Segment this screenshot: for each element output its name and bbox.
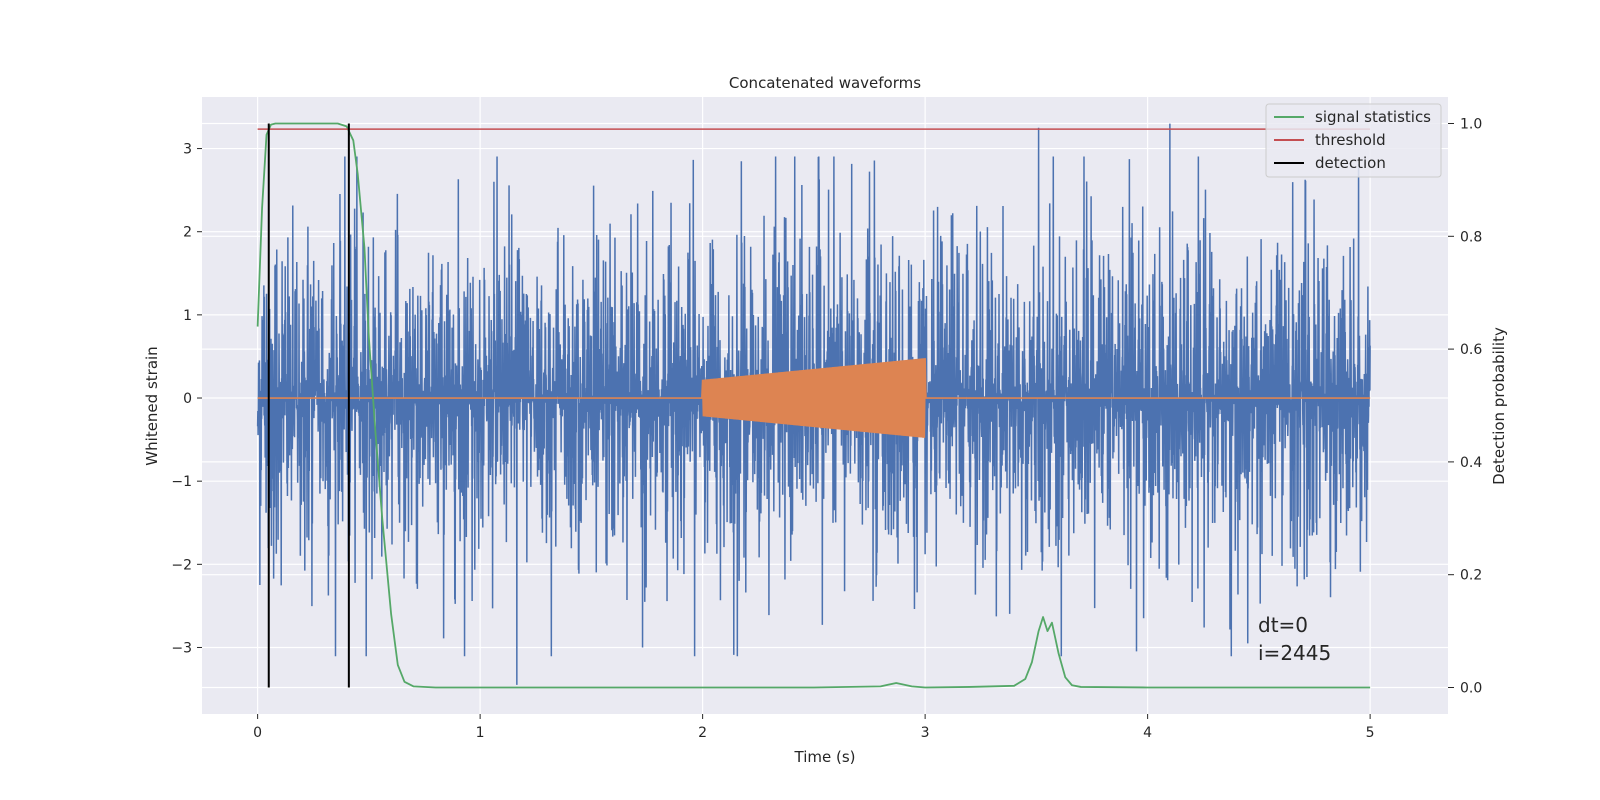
x-axis-label: Time (s) [794,748,856,766]
y-tick-label: −3 [171,640,192,656]
y-tick-label: 3 [183,142,192,158]
y2-tick-label: 0.0 [1460,680,1482,696]
legend-label-threshold: threshold [1315,131,1386,149]
ticks: 0 1 2 3 4 5 −3 −2 −1 0 1 2 3 0.0 0.2 0.4 0.6 0.8 1.0 [171,117,1482,741]
annotation-line-1: dt=0 [1258,613,1308,637]
x-tick-label: 5 [1366,725,1375,741]
y2-tick-label: 0.2 [1460,568,1482,584]
x-tick-label: 1 [476,725,485,741]
signal-statistics-line [256,122,1371,689]
x-tick-label: 0 [253,725,262,741]
template-line [257,358,1371,438]
legend-label-signal: signal statistics [1315,108,1431,126]
strain-line [256,123,1371,685]
annotation-line-2: i=2445 [1258,641,1331,665]
legend: signal statistics threshold detection [1265,103,1442,178]
series-strain [256,123,1371,685]
y-tick-label: −2 [171,557,192,573]
x-tick-label: 3 [921,725,930,741]
y-tick-label: 2 [183,225,192,241]
series-template [257,358,1371,438]
y2-tick-label: 0.4 [1460,455,1482,471]
y-tick-label: 0 [183,391,192,407]
y2-tick-label: 1.0 [1460,117,1482,133]
chart-title: Concatenated waveforms [729,74,921,92]
x-tick-label: 2 [698,725,707,741]
y2-tick-label: 0.6 [1460,342,1482,358]
series-right [256,122,1371,689]
legend-label-detection: detection [1315,154,1386,172]
y-tick-label: −1 [171,474,192,490]
y2-axis-label: Detection probability [1490,327,1508,485]
annotation: dt=0 i=2445 [1258,613,1331,665]
legend-box [1265,103,1442,178]
y-tick-label: 1 [183,308,192,324]
y2-tick-label: 0.8 [1460,229,1482,245]
x-tick-label: 4 [1143,725,1152,741]
y-axis-label: Whitened strain [143,346,161,465]
